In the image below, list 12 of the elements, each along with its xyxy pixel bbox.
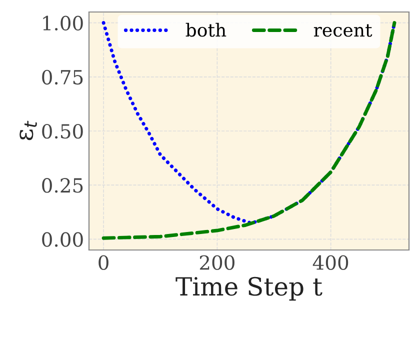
x-tick-label: 200: [200, 255, 234, 270]
y-tick-label: 1.00: [43, 16, 83, 30]
legend-label: recent: [314, 24, 372, 37]
y-axis-title: ε$_{t}$: [20, 120, 37, 140]
legend-label: both: [186, 22, 226, 37]
y-tick-label: 0.50: [42, 124, 83, 139]
x-tick-label: 0: [98, 255, 108, 270]
y-tick-label: 0.25: [42, 178, 83, 193]
y-tick-label: 0.75: [42, 70, 83, 85]
y-tick-label: 0.00: [42, 232, 83, 247]
x-tick-label: 400: [312, 255, 348, 270]
x-axis-title: Time Step t: [176, 276, 322, 301]
